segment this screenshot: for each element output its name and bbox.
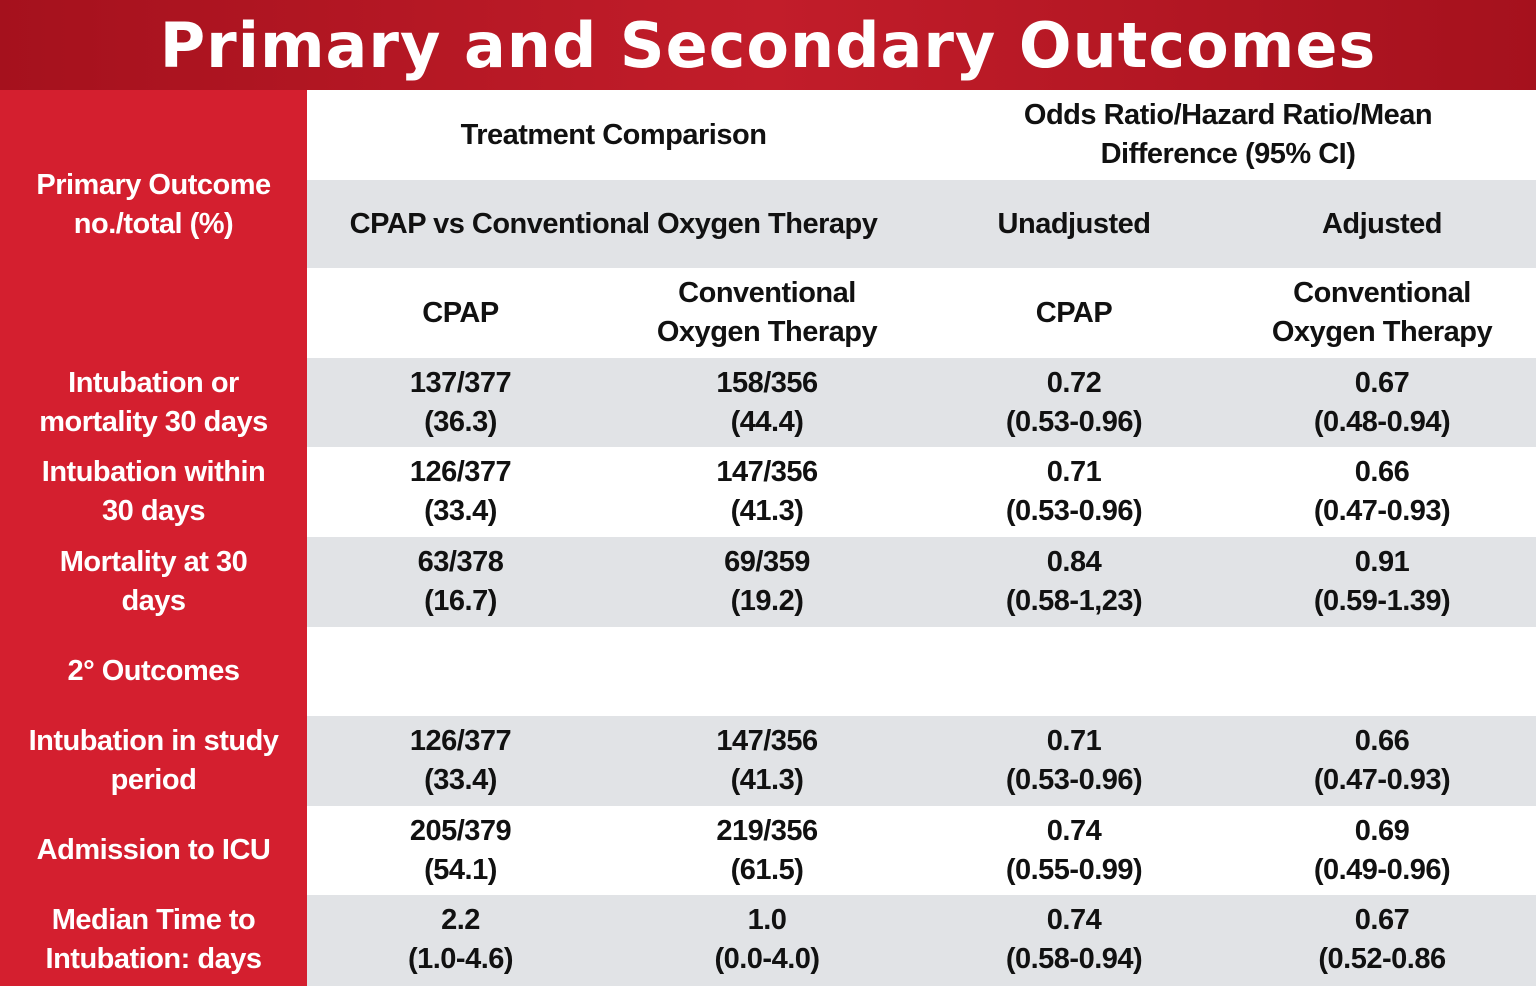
stripe: [307, 537, 1536, 627]
row-label-column: [0, 90, 307, 986]
treatment-comparison-header: Treatment Comparison: [460, 118, 767, 151]
column-header: Conventional Oxygen Therapy: [656, 277, 878, 348]
stripe: [307, 358, 1536, 447]
column-header: CPAP: [422, 296, 499, 329]
stripe: [307, 716, 1536, 806]
table-cell: 158/356 (44.4): [716, 366, 818, 438]
row-label: 2° Outcomes: [67, 655, 240, 687]
table-cell: 0.67 (0.48-0.94): [1313, 366, 1451, 438]
table-cell: 219/356 (61.5): [716, 814, 818, 886]
table-cell: 0.74 (0.58-0.94): [1005, 903, 1143, 975]
row-label: Intubation within 30 days: [41, 455, 266, 527]
unadjusted-header: Unadjusted: [997, 207, 1151, 240]
table-cell: 0.71 (0.53-0.96): [1005, 724, 1143, 796]
table-cell: 126/377 (33.4): [409, 724, 512, 796]
ratio-header: Odds Ratio/Hazard Ratio/Mean Difference …: [1023, 99, 1433, 170]
table-cell: 69/359 (19.2): [724, 545, 810, 617]
primary-outcome-label: Primary Outcome no./total (%): [36, 169, 271, 240]
table-cell: 0.74 (0.55-0.99): [1005, 814, 1143, 886]
stripe: [307, 180, 1536, 268]
table-cell: 0.67 (0.52-0.86: [1318, 903, 1446, 975]
table-cell: 126/377 (33.4): [409, 455, 512, 527]
page-title: Primary and Secondary Outcomes: [0, 0, 1536, 90]
table-cell: 63/378 (16.7): [417, 545, 504, 617]
table-cell: [1228, 627, 1536, 716]
table-cell: [614, 627, 920, 716]
table-cell: 0.84 (0.58-1,23): [1005, 545, 1143, 617]
comparison-header: CPAP vs Conventional Oxygen Therapy: [349, 207, 878, 240]
table-cell: 147/356 (41.3): [716, 724, 818, 796]
table-cell: 137/377 (36.3): [409, 366, 512, 438]
table-cell: 147/356 (41.3): [716, 455, 818, 527]
table-cell: 0.66 (0.47-0.93): [1313, 724, 1451, 796]
row-label: Intubation or mortality 30 days: [39, 366, 268, 438]
table-cell: [307, 627, 614, 716]
column-header: Conventional Oxygen Therapy: [1271, 277, 1493, 348]
row-label: Admission to ICU: [36, 834, 271, 866]
table-cell: 0.72 (0.53-0.96): [1005, 366, 1143, 438]
table-cell: 0.71 (0.53-0.96): [1005, 455, 1143, 527]
row-label: Mortality at 30 days: [59, 545, 248, 617]
row-label: Intubation in study period: [28, 724, 279, 796]
table-cell: 2.2 (1.0-4.6): [407, 903, 514, 975]
adjusted-header: Adjusted: [1321, 207, 1443, 240]
table-cell: 205/379 (54.1): [409, 814, 512, 886]
table-cell: 0.91 (0.59-1.39): [1313, 545, 1451, 617]
table-cell: [920, 627, 1228, 716]
stripe: [307, 895, 1536, 986]
row-label: Median Time to Intubation: days: [45, 903, 262, 975]
table-cell: 0.66 (0.47-0.93): [1313, 455, 1451, 527]
table-cell: 1.0 (0.0-4.0): [714, 903, 820, 975]
column-header: CPAP: [1035, 296, 1113, 329]
table-cell: 0.69 (0.49-0.96): [1313, 814, 1451, 886]
